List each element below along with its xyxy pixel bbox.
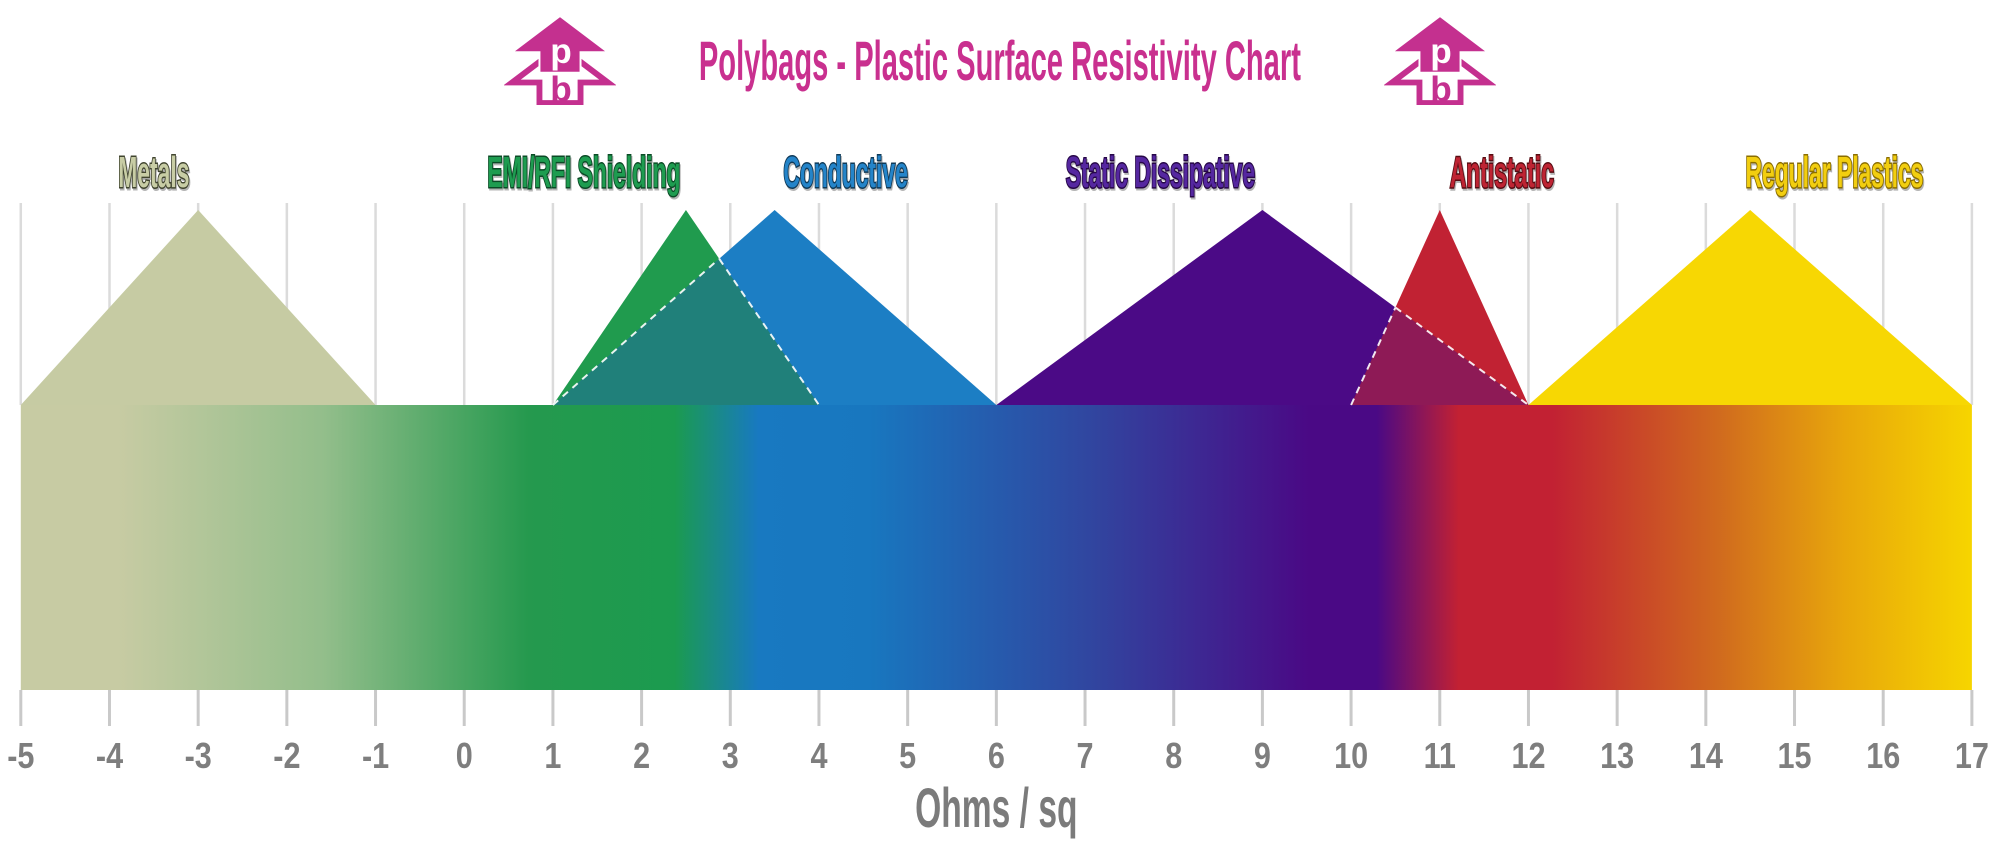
tick-label-10: 10 [1334,737,1368,777]
category-label-regular-plastics: Regular Plastics [1745,148,1923,197]
polybags-logo-left-icon: p b [504,15,616,105]
overlap-dashed-edge [1350,306,1530,406]
tick-label--1: -1 [362,737,389,777]
category-label-static-dissipative: Static Dissipative [1066,148,1255,197]
category-label-conductive: Conductive [783,148,908,197]
tick-label-6: 6 [988,737,1005,777]
logo-letter-b: b [550,70,572,105]
tick-label-8: 8 [1165,737,1182,777]
page-title: Polybags - Plastic Surface Resistivity C… [630,28,1370,93]
triangle-metals [20,210,376,405]
overlap-dashed-edge [552,257,820,406]
tick-label-4: 4 [810,737,827,777]
tick-label-1: 1 [544,737,561,777]
tick-label-0: 0 [456,737,473,777]
tick-label-12: 12 [1511,737,1545,777]
logo-top-arrow [509,15,611,74]
category-label-metals: Metals [118,148,189,197]
gradient-bar [20,405,1972,690]
logo-letter-p: p [1430,32,1452,71]
logo-letter-p: p [550,32,572,71]
tick-label-5: 5 [899,737,916,777]
overlap-emi-rfi-shielding-conductive [552,258,819,405]
tick-label-7: 7 [1077,737,1094,777]
x-axis-label: Ohms / sq [915,776,1077,839]
tick-label--2: -2 [273,737,300,777]
header: p b Polybags - Plastic Surface Resistivi… [0,12,2000,108]
page-title-text: Polybags - Plastic Surface Resistivity C… [698,28,1302,92]
tick-label-16: 16 [1866,737,1900,777]
logo-top-arrow [1389,15,1491,74]
tick-label-13: 13 [1600,737,1634,777]
category-label-emi-rfi-shielding: EMI/RFI Shielding [487,148,680,197]
tick-label--3: -3 [185,737,212,777]
tick-label-3: 3 [722,737,739,777]
logo-bottom-arrow [1384,42,1496,105]
overlap-static-dissipative-antistatic [1351,307,1529,405]
logo-letter-b: b [1430,70,1452,105]
tick-label-11: 11 [1424,737,1456,777]
tick-label-17: 17 [1955,737,1989,777]
category-label-antistatic: Antistatic [1450,148,1554,197]
tick-label--4: -4 [96,737,124,777]
logo-bottom-arrow [504,42,616,105]
tick-label-15: 15 [1778,737,1812,777]
triangle-regular-plastics [1528,210,1972,405]
tick-label-9: 9 [1254,737,1271,777]
tick-label--5: -5 [7,737,34,777]
polybags-logo-right-icon: p b [1384,15,1496,105]
tick-label-14: 14 [1689,737,1723,777]
tick-label-2: 2 [633,737,650,777]
